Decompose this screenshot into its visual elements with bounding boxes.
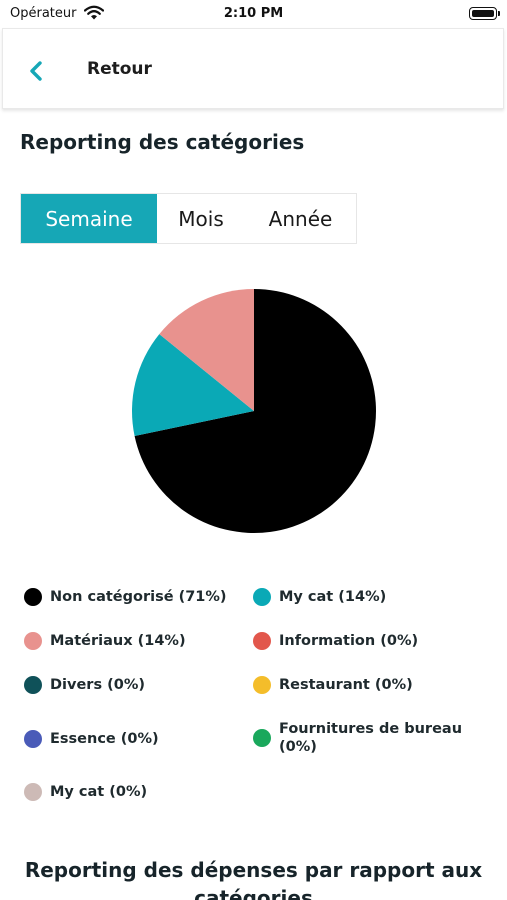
status-time: 2:10 PM: [223, 6, 284, 21]
legend-label: Divers (0%): [50, 677, 145, 693]
expenses-section-title: Reporting des dépenses par rapport aux c…: [24, 858, 483, 900]
back-button[interactable]: Retour: [21, 49, 171, 89]
page-title: Reporting des catégories: [20, 130, 305, 154]
legend-label: Non catégorisé (71%): [50, 589, 227, 605]
tab-mois[interactable]: Mois: [178, 206, 224, 231]
period-selector: Semaine Mois Année: [20, 193, 357, 244]
legend-label: My cat (14%): [279, 589, 387, 605]
legend-dot: [253, 632, 271, 650]
legend-dot: [253, 729, 271, 747]
battery-icon: [469, 7, 500, 20]
category-pie-chart: [132, 289, 376, 533]
back-label: Retour: [87, 59, 152, 79]
legend-item-fournitures: Fournitures de bureau (0%): [253, 720, 483, 756]
legend-label: Restaurant (0%): [279, 677, 413, 693]
pie-slice-1: [132, 334, 254, 436]
legend-label: Information (0%): [279, 633, 419, 649]
legend-dot: [253, 588, 271, 606]
legend-label: Matériaux (14%): [50, 633, 186, 649]
tab-annee[interactable]: Année: [268, 206, 333, 231]
legend-dot: [24, 632, 42, 650]
legend-item-my-cat-2: My cat (0%): [24, 783, 147, 801]
legend-dot: [24, 588, 42, 606]
legend-dot: [24, 783, 42, 801]
legend-item-essence: Essence (0%): [24, 730, 159, 748]
legend-label: Essence (0%): [50, 731, 159, 747]
legend-item-my-cat: My cat (14%): [253, 588, 386, 606]
chevron-left-icon: [30, 61, 42, 81]
status-bar: Opérateur 2:10 PM: [0, 0, 507, 28]
navigation-header: Retour: [2, 28, 504, 109]
legend-label: My cat (0%): [50, 784, 148, 800]
tab-semaine[interactable]: Semaine: [21, 194, 157, 243]
legend-item-non-categorise: Non catégorisé (71%): [24, 588, 227, 606]
legend-item-divers: Divers (0%): [24, 676, 145, 694]
legend-dot: [24, 676, 42, 694]
legend-dot: [24, 730, 42, 748]
legend-dot: [253, 676, 271, 694]
legend-item-information: Information (0%): [253, 632, 418, 650]
pie-slice-0: [134, 289, 376, 533]
legend-item-restaurant: Restaurant (0%): [253, 676, 413, 694]
legend-label: Fournitures de bureau (0%): [279, 721, 463, 755]
carrier-name: Opérateur: [10, 6, 77, 21]
legend-item-materiaux: Matériaux (14%): [24, 632, 186, 650]
wifi-icon: [84, 5, 104, 20]
pie-slice-2: [159, 289, 254, 411]
